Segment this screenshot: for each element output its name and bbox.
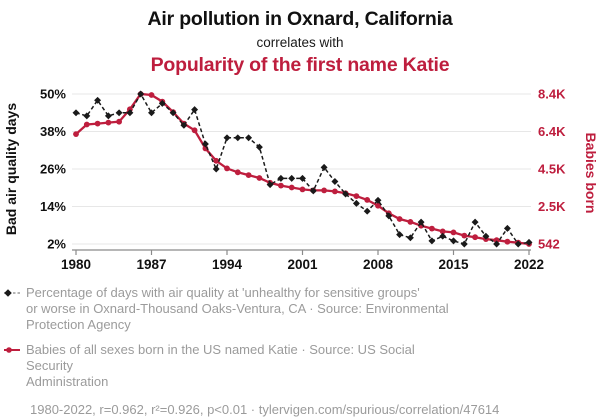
data-point-circle [450,229,457,236]
legend-label-air-quality: Percentage of days with air quality at '… [26,285,449,332]
data-point-circle [504,238,511,245]
data-point-circle [321,187,327,194]
data-point-circle [288,184,295,191]
data-point-diamond [126,109,134,117]
data-point-circle [299,186,306,193]
data-point-circle [105,119,112,126]
legend-entry-katie: Babies of all sexes born in the US named… [4,342,600,390]
y-tick-label-left: 26% [40,162,66,177]
chart-area: 50% 8.4K 38% 6.4K 26% 4.5K 14% 2.5K 2% 542 1980 198… [0,78,600,278]
data-point-circle [375,202,381,209]
y-tick-label-left: 2% [47,237,66,252]
data-point-diamond [288,174,296,182]
legend-entry-air-quality: Percentage of days with air quality at '… [4,285,600,333]
data-point-diamond [158,99,166,107]
data-point-diamond [137,90,145,98]
data-point-circle [396,216,403,222]
data-point-circle [493,237,500,244]
x-tick-label: 1987 [136,257,166,272]
data-point-diamond [363,207,371,215]
data-point-circle [364,197,371,203]
data-point-circle [148,92,155,98]
data-point-circle [191,127,198,134]
data-point-circle [73,131,79,137]
y-tick-label-left: 38% [40,124,66,139]
page-title: Air pollution in Oxnard, California [147,8,453,30]
data-point-diamond [72,109,80,117]
data-point-circle [116,118,122,125]
data-point-diamond [115,109,123,117]
data-point-circle [461,232,468,239]
x-tick-label: 2022 [514,257,544,272]
data-point-diamond [460,240,468,248]
data-point-diamond [277,174,285,182]
page-title-red: Popularity of the first name Katie [150,54,450,76]
data-point-diamond [201,140,209,148]
red-solid-line-icon [4,347,20,353]
data-point-diamond [191,106,199,114]
right-axis-title: Babies born [583,133,599,214]
data-point-diamond [396,231,404,239]
data-point-circle [224,165,230,172]
data-point-diamond [352,199,360,207]
y-tick-label-left: 14% [40,199,66,214]
data-point-diamond [439,232,447,240]
data-point-circle [429,225,435,232]
data-point-circle [278,182,284,189]
chart-legend: Percentage of days with air quality at '… [0,285,600,418]
data-point-circle [472,234,478,241]
data-point-diamond [212,165,220,173]
y-tick-label-right: 2.5K [538,199,566,214]
data-point-circle [213,157,220,164]
y-tick-label-right: 8.4K [538,87,566,102]
data-point-diamond [450,237,457,245]
data-point-diamond [428,237,436,245]
stats-footer: 1980-2022, r=0.962, r²=0.926, p<0.01 · t… [30,402,500,417]
x-tick-label: 2001 [287,257,318,272]
data-point-circle [256,175,263,181]
data-point-circle [234,169,241,176]
data-point-diamond [223,134,231,142]
data-point-diamond [180,121,188,129]
y-tick-label-right: 542 [538,237,560,252]
data-point-circle [332,188,338,195]
x-tick-label: 1980 [61,257,91,272]
data-point-circle [83,121,90,128]
data-point-circle [407,219,414,225]
data-point-circle [245,172,252,178]
y-tick-label-right: 6.4K [538,124,566,139]
legend-label-katie: Babies of all sexes born in the US named… [26,342,415,389]
data-point-circle [353,193,360,199]
y-tick-label-left: 50% [40,87,66,102]
data-point-diamond [169,109,177,117]
black-dashed-line-icon [4,289,20,297]
x-tick-label: 2015 [438,257,469,272]
x-tick-label: 2008 [363,257,394,272]
data-point-diamond [234,134,242,142]
data-point-diamond [245,134,253,142]
chart-header: Air pollution in Oxnard, California corr… [0,0,600,78]
data-point-diamond [503,224,511,232]
data-point-diamond [471,218,479,226]
data-point-circle [439,228,446,235]
data-point-diamond [148,109,155,117]
x-tick-label: 1994 [212,257,243,272]
line-chart: 50% 8.4K 38% 6.4K 26% 4.5K 14% 2.5K 2% 542 1980 198… [3,87,599,273]
page-subtitle: correlates with [256,35,344,50]
data-point-circle [94,120,101,127]
data-point-diamond [331,178,339,185]
y-tick-label-right: 4.5K [538,162,566,177]
left-axis-title: Bad air quality days [3,103,19,235]
